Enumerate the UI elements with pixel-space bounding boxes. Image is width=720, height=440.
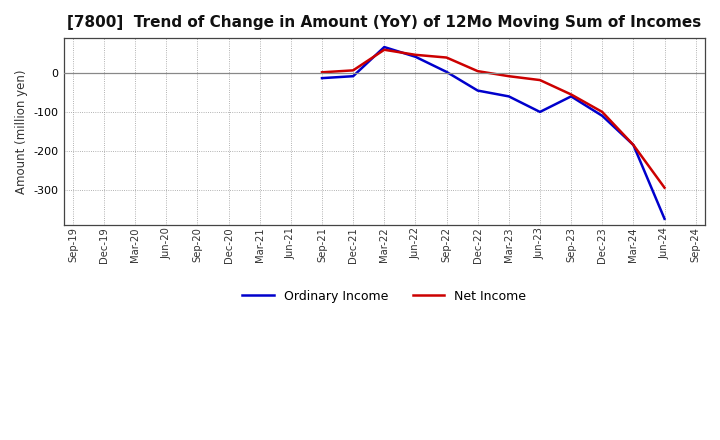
Net Income <box>442 55 451 60</box>
Net Income <box>629 142 638 147</box>
Net Income <box>536 77 544 83</box>
Title: [7800]  Trend of Change in Amount (YoY) of 12Mo Moving Sum of Incomes: [7800] Trend of Change in Amount (YoY) o… <box>67 15 701 30</box>
Net Income <box>505 73 513 79</box>
Ordinary Income <box>536 109 544 114</box>
Net Income <box>318 70 326 75</box>
Ordinary Income <box>442 69 451 74</box>
Net Income <box>348 68 357 73</box>
Net Income <box>567 92 575 97</box>
Net Income <box>411 52 420 58</box>
Ordinary Income <box>411 54 420 59</box>
Line: Net Income: Net Income <box>322 50 665 188</box>
Net Income <box>380 47 389 52</box>
Line: Ordinary Income: Ordinary Income <box>322 47 665 219</box>
Ordinary Income <box>598 113 606 118</box>
Net Income <box>660 185 669 191</box>
Ordinary Income <box>505 94 513 99</box>
Legend: Ordinary Income, Net Income: Ordinary Income, Net Income <box>238 285 531 308</box>
Net Income <box>598 109 606 114</box>
Net Income <box>473 69 482 74</box>
Ordinary Income <box>567 94 575 99</box>
Y-axis label: Amount (million yen): Amount (million yen) <box>15 69 28 194</box>
Ordinary Income <box>318 76 326 81</box>
Ordinary Income <box>473 88 482 93</box>
Ordinary Income <box>660 216 669 221</box>
Ordinary Income <box>380 44 389 50</box>
Ordinary Income <box>629 142 638 147</box>
Ordinary Income <box>348 73 357 79</box>
